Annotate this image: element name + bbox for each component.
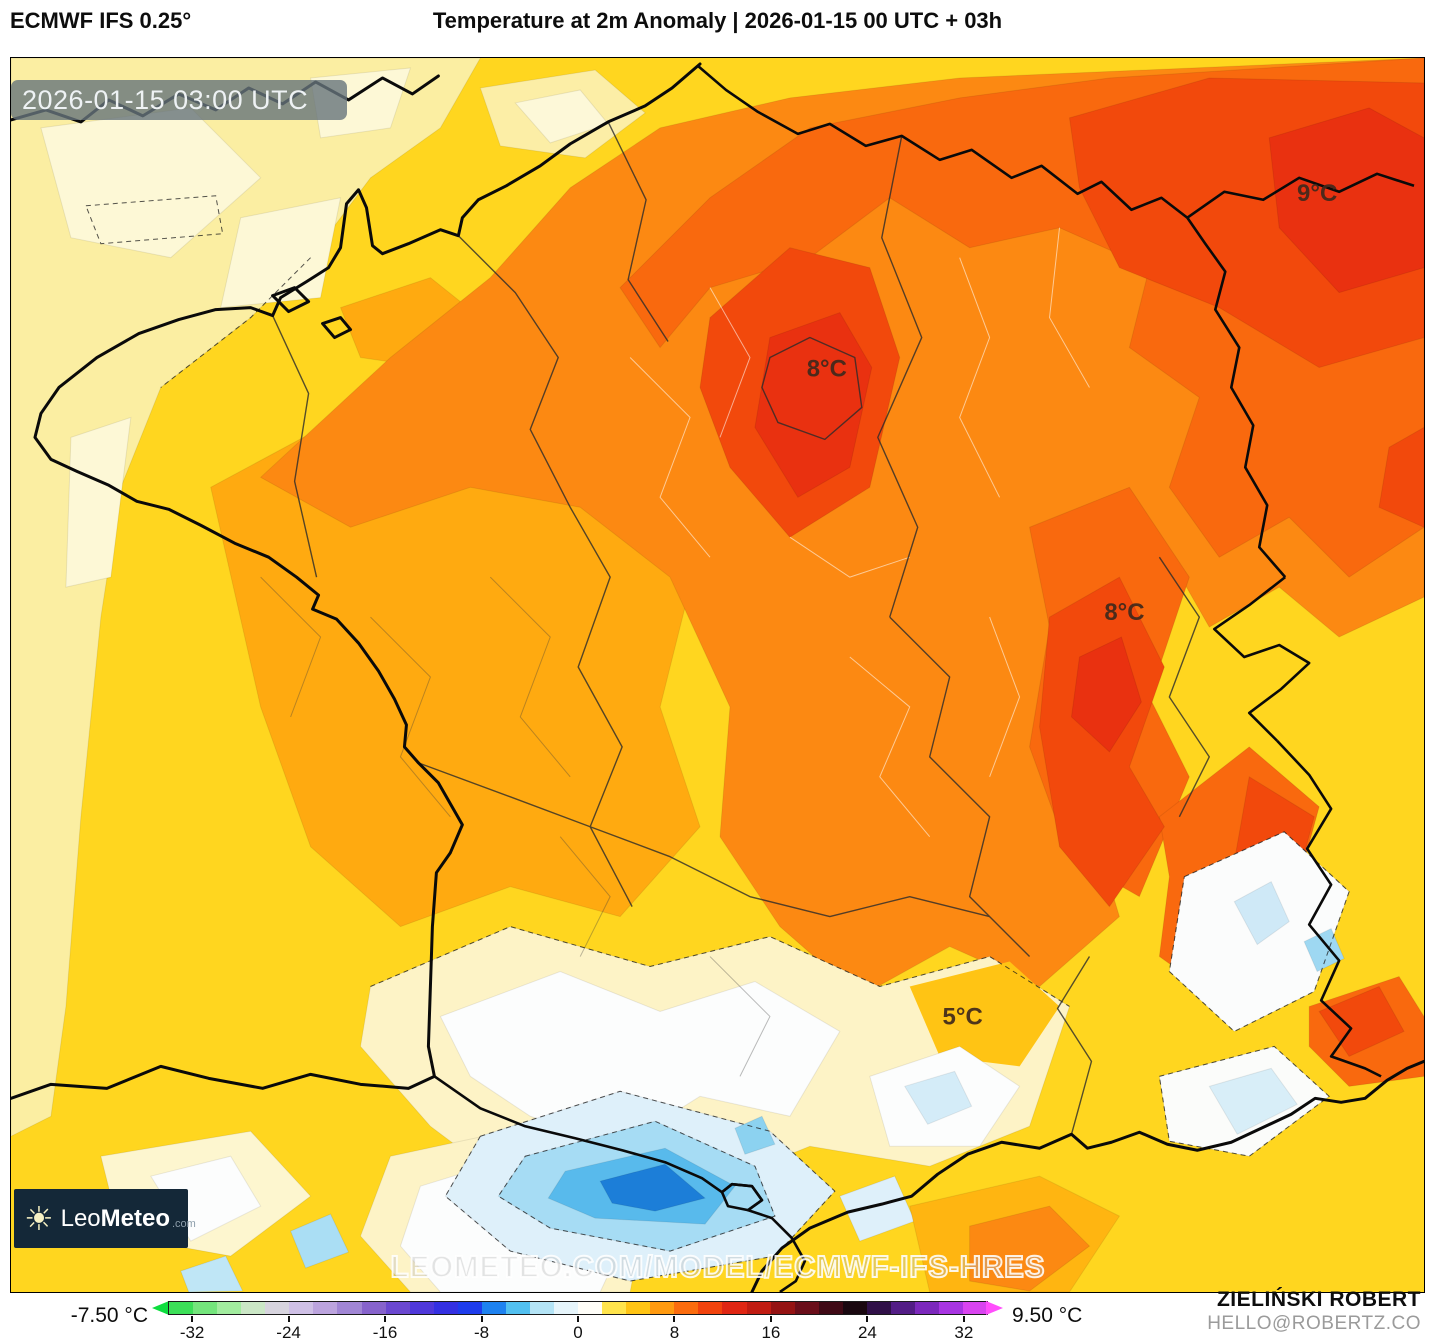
anomaly-min-label: -7.50 °C [70,1304,148,1327]
colorbar-ticks: -32 -24 -16 -8 0 8 16 24 32 [168,1316,988,1338]
watermark: LEOMETEO.COM/MODEL/ECMWF-IFS-HRES [389,1248,1045,1285]
page-title: Temperature at 2m Anomaly | 2026-01-15 0… [432,8,1003,33]
department-borders-south [260,576,771,1077]
attribution-name: ZIELIŃSKI ROBERT [1216,1288,1421,1311]
anomaly-max-label: 9.50 °C [1012,1304,1083,1327]
temp-label-paris: 8°C [807,355,847,382]
colorbar-right-arrow [986,1301,1003,1315]
anomaly-field [11,58,1424,1292]
colorbar: -32 -24 -16 -8 0 8 16 24 32 [152,1301,1003,1338]
logo-text-suffix: .com [171,1217,196,1230]
colorbar-left-arrow [152,1301,169,1315]
anomaly-map-svg: 9°C 8°C 8°C 5°C [11,58,1424,1292]
colorbar-gradient [168,1301,988,1315]
timestamp-overlay: 2026-01-15 03:00 UTC [11,80,347,120]
logo-text-bold: Meteo [100,1204,170,1232]
model-name: ECMWF IFS 0.25° [10,8,192,33]
temp-label-ne: 9°C [1297,180,1337,207]
france-anomaly-map: 9°C 8°C 8°C 5°C 2026-01-15 03:00 UTC LEO… [10,57,1425,1293]
temp-label-east: 8°C [1104,599,1144,626]
attribution-contact: HELLO@ROBERTZ.CO [1207,1313,1421,1334]
leometeo-logo: ☀ Leo Meteo .com [14,1189,196,1248]
sun-icon: ☀ [24,1200,54,1237]
temp-label-south: 5°C [943,1003,983,1030]
department-borders [629,227,1090,838]
region-borders [271,121,1211,1135]
temperature-labels: 9°C 8°C 8°C 5°C [807,180,1338,1031]
country-borders [433,65,1415,1292]
colorbar-footer: -7.50 °C -32 -24 -16 -8 0 8 16 24 32 9.50 °C [0,1295,1435,1338]
logo-text-light: Leo [60,1204,101,1232]
